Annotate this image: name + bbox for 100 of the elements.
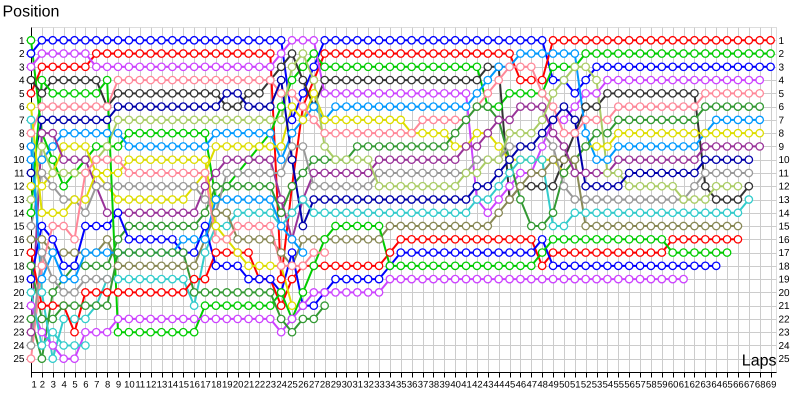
x-tick-label: 63: [700, 380, 712, 390]
x-tick-label: 52: [580, 380, 592, 390]
x-tick-label: 29: [330, 380, 342, 390]
y-tick-label: 6: [18, 102, 25, 114]
y2-tick-label: 23: [778, 328, 790, 339]
y-tick-label: 8: [18, 128, 25, 140]
y2-tick-label: 15: [778, 222, 790, 233]
y-tick-label: 1: [18, 36, 25, 47]
y-tick-label: 2: [18, 49, 25, 60]
y-tick-label: 13: [13, 195, 25, 206]
y-tick-label: 25: [13, 354, 25, 366]
x-tick-label: 36: [406, 380, 418, 390]
y-tick-label: 17: [13, 248, 25, 260]
x-tick-label: 22: [254, 380, 266, 390]
x-tick-label: 49: [548, 380, 559, 390]
y-tick-label: 9: [18, 142, 25, 153]
x-tick-label: 26: [298, 380, 309, 390]
x-tick-label: 48: [537, 380, 548, 390]
y2-tick-label: 22: [778, 314, 790, 326]
y-tick-label: 15: [13, 222, 25, 233]
x-tick-label: 50: [559, 380, 570, 390]
x-tick-label: 58: [646, 380, 657, 390]
x-tick-label: 18: [211, 380, 222, 390]
y-tick-label: 16: [13, 234, 25, 246]
y2-tick-label: 25: [778, 354, 790, 366]
x-tick-label: 41: [461, 380, 472, 390]
y2-tick-label: 14: [778, 208, 790, 220]
x-tick-label: 40: [450, 380, 461, 390]
y-tick-label: 18: [13, 261, 25, 272]
x-tick-label: 4: [61, 380, 67, 390]
x-tick-label: 1: [32, 380, 37, 390]
x-tick-label: 45: [504, 380, 516, 390]
y-tick-label: 7: [18, 115, 25, 126]
y2-tick-label: 2: [778, 49, 784, 60]
x-axis-title: Laps: [742, 352, 776, 370]
y2-tick-label: 4: [778, 76, 784, 87]
x-tick-label: 31: [352, 380, 364, 390]
x-tick-label: 2: [40, 380, 46, 390]
x-tick-label: 47: [526, 380, 538, 390]
x-tick-label: 28: [320, 380, 330, 390]
x-tick-label: 12: [146, 380, 156, 390]
y-tick-label: 4: [18, 76, 25, 87]
y2-tick-label: 20: [778, 288, 790, 299]
y-tick-label: 12: [13, 182, 25, 193]
x-tick-label: 16: [189, 380, 200, 390]
x-tick-label: 68: [754, 380, 766, 390]
y2-tick-label: 8: [778, 128, 784, 140]
x-tick-label: 56: [624, 380, 635, 390]
x-tick-label: 51: [570, 380, 581, 390]
x-tick-label: 46: [516, 380, 526, 390]
y2-tick-label: 9: [778, 142, 784, 153]
y2-tick-label: 5: [778, 88, 784, 100]
y2-tick-label: 19: [778, 274, 790, 286]
x-tick-label: 32: [363, 380, 374, 390]
x-tick-label: 11: [135, 380, 146, 390]
x-tick-label: 61: [678, 380, 690, 390]
x-tick-label: 39: [439, 380, 450, 390]
x-tick-label: 21: [244, 380, 254, 390]
x-tick-label: 66: [733, 380, 744, 390]
y2-tick-label: 12: [778, 182, 790, 193]
x-tick-label: 6: [83, 380, 89, 390]
x-tick-label: 3: [50, 380, 56, 390]
x-tick-label: 54: [602, 380, 614, 390]
x-tick-label: 15: [178, 380, 190, 390]
y-tick-label: 23: [13, 328, 25, 339]
x-tick-label: 5: [72, 380, 78, 390]
x-tick-label: 10: [124, 380, 135, 390]
y-tick-label: 3: [18, 62, 25, 74]
x-tick-label: 37: [418, 380, 428, 390]
x-tick-label: 30: [342, 380, 352, 390]
x-tick-label: 60: [668, 380, 678, 390]
x-tick-label: 7: [94, 380, 100, 390]
x-tick-label: 13: [156, 380, 168, 390]
x-tick-label: 62: [690, 380, 700, 390]
x-tick-label: 67: [744, 380, 755, 390]
y2-tick-label: 1: [778, 36, 784, 47]
x-tick-label: 25: [287, 380, 298, 390]
x-tick-label: 38: [428, 380, 440, 390]
y-tick-label: 14: [13, 208, 25, 220]
x-tick-label: 34: [385, 380, 396, 390]
y-tick-label: 22: [13, 314, 25, 326]
x-tick-label: 17: [200, 380, 211, 390]
x-tick-label: 43: [483, 380, 494, 390]
y2-tick-label: 16: [778, 234, 790, 246]
y2-tick-label: 11: [778, 168, 790, 180]
y2-tick-label: 17: [778, 248, 790, 260]
x-tick-label: 27: [308, 380, 320, 390]
x-tick-label: 23: [265, 380, 276, 390]
y-tick-label: 5: [18, 88, 25, 100]
y-tick-label: 19: [13, 274, 25, 286]
y-tick-label: 21: [13, 301, 25, 312]
x-tick-label: 20: [232, 380, 244, 390]
x-tick-label: 8: [104, 380, 110, 390]
y2-tick-label: 6: [778, 102, 784, 114]
x-tick-label: 24: [276, 380, 287, 390]
y-tick-label: 10: [13, 155, 25, 166]
x-tick-label: 14: [168, 380, 178, 390]
y-tick-label: 11: [14, 168, 25, 180]
y2-tick-label: 21: [778, 301, 790, 312]
x-tick-label: 44: [494, 380, 504, 390]
